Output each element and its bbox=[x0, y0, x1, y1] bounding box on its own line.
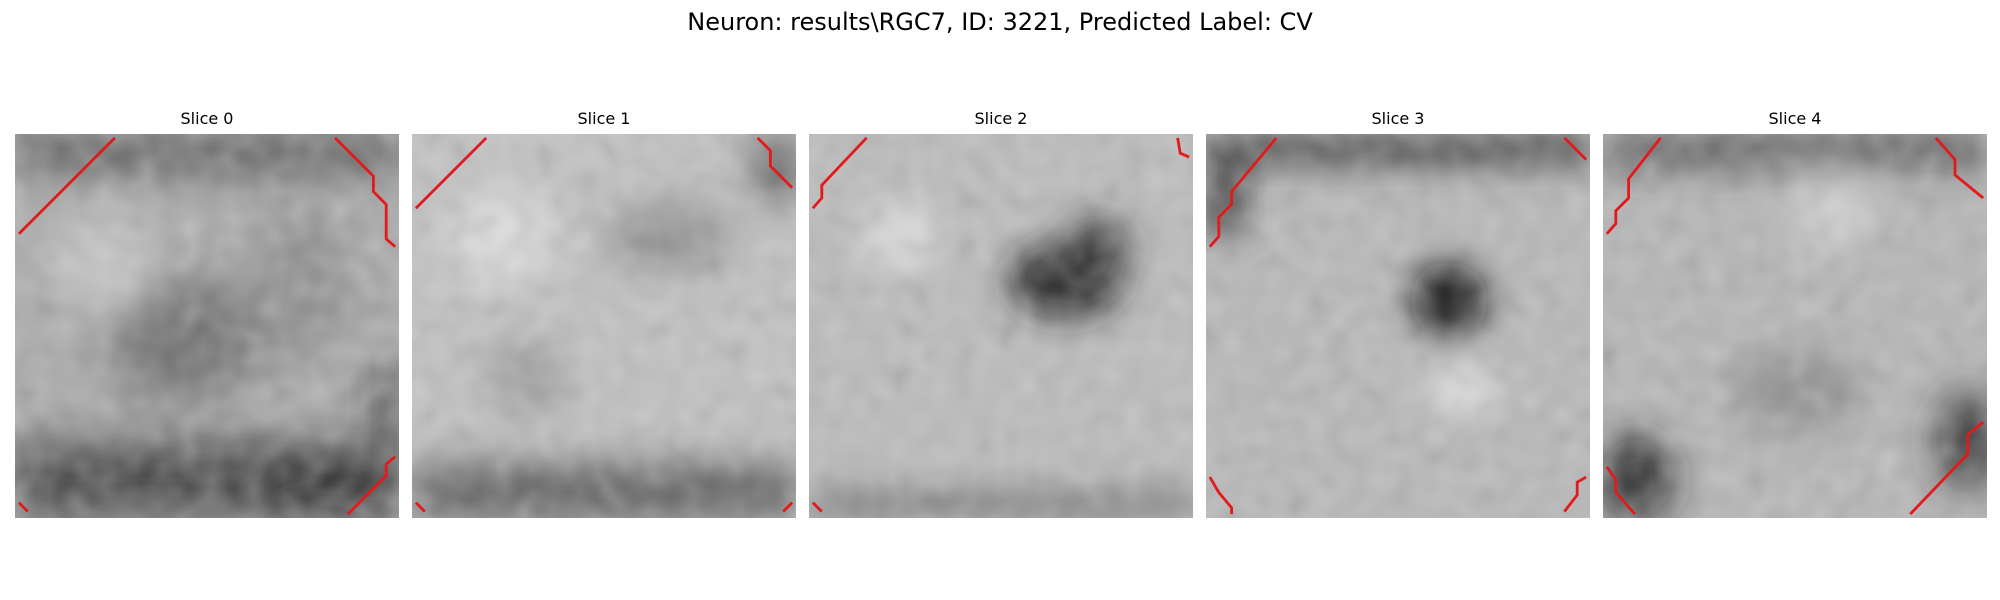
slice-panel-2: Slice 2 bbox=[809, 108, 1193, 518]
slice-title-2: Slice 2 bbox=[974, 109, 1028, 128]
slice-image-4 bbox=[1603, 134, 1987, 518]
slice-image-0 bbox=[15, 134, 399, 518]
slice-panel-3: Slice 3 bbox=[1206, 108, 1590, 518]
slice-image-1 bbox=[412, 134, 796, 518]
slice-panel-0: Slice 0 bbox=[15, 108, 399, 518]
slice-title-0: Slice 0 bbox=[180, 109, 234, 128]
slice-title-1: Slice 1 bbox=[577, 109, 631, 128]
slice-image-2 bbox=[809, 134, 1193, 518]
slice-title-3: Slice 3 bbox=[1371, 109, 1425, 128]
slice-title-4: Slice 4 bbox=[1768, 109, 1822, 128]
slice-panel-4: Slice 4 bbox=[1603, 108, 1987, 518]
slice-image-3 bbox=[1206, 134, 1590, 518]
slice-panel-1: Slice 1 bbox=[412, 108, 796, 518]
figure-title: Neuron: results\RGC7, ID: 3221, Predicte… bbox=[687, 8, 1313, 36]
